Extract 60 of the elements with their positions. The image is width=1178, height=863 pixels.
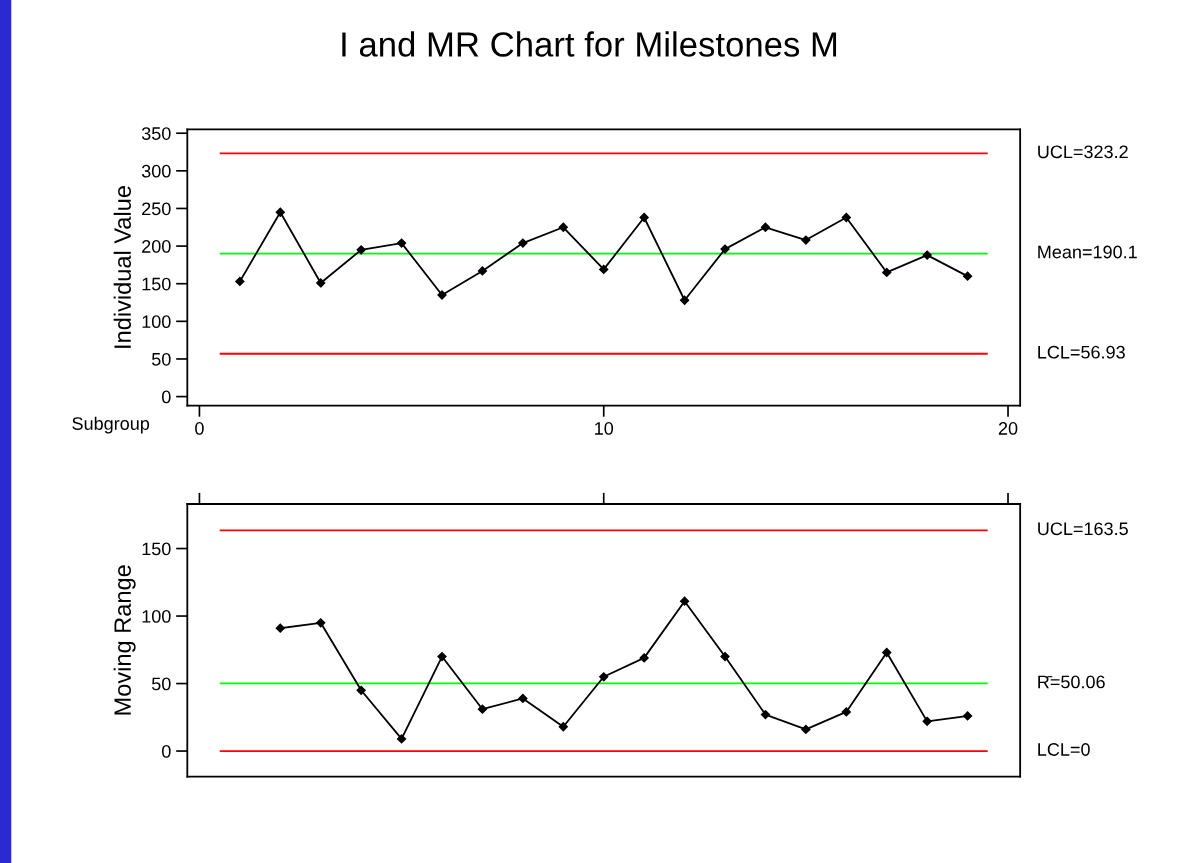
point [720, 651, 730, 662]
point [841, 212, 851, 223]
x-tick-label: 10 [595, 422, 614, 435]
point [882, 267, 892, 278]
y-tick-label: 0 [161, 744, 171, 758]
point [639, 212, 649, 223]
point [275, 623, 285, 633]
point [356, 245, 366, 255]
y-tick-label: 100 [142, 315, 171, 329]
y-tick-label: 350 [141, 127, 171, 140]
point [760, 709, 771, 720]
y-tick-label: 50 [151, 352, 171, 366]
ref-line-label: R̄=50.06 [1038, 675, 1105, 689]
point [841, 707, 851, 717]
point [962, 271, 973, 281]
y-tick-label: 150 [142, 277, 171, 291]
point [477, 266, 488, 276]
point [962, 711, 973, 721]
point [882, 647, 892, 658]
x-axis-title: Subgroup [72, 416, 150, 434]
y-tick-label: 300 [141, 164, 171, 178]
point [639, 653, 649, 663]
x-tick-label: 20 [998, 422, 1018, 435]
chart-title: I and MR Chart for Milestones M [342, 31, 837, 57]
ref-line-label: UCL=163.5 [1038, 522, 1128, 536]
point [477, 704, 488, 714]
point [316, 278, 326, 288]
ref-line-label: UCL=323.2 [1038, 145, 1128, 159]
point [679, 295, 690, 305]
y-tick-label: 100 [142, 609, 171, 623]
point [518, 238, 528, 248]
point [679, 596, 690, 606]
ref-line-label: LCL=56.93 [1038, 345, 1125, 359]
point [396, 734, 407, 744]
point [801, 724, 811, 735]
point [922, 716, 932, 726]
y-axis-title: Individual Value [113, 186, 131, 348]
x-tick-label: 0 [195, 422, 204, 435]
y-axis-title: Moving Range [113, 565, 136, 715]
ref-line-label: Mean=190.1 [1038, 245, 1137, 259]
point [235, 276, 245, 287]
point [356, 685, 366, 695]
y-tick-label: 250 [142, 202, 171, 216]
y-tick-label: 50 [151, 677, 171, 691]
y-tick-label: 0 [161, 390, 171, 404]
point [599, 672, 609, 682]
point [922, 250, 932, 260]
y-tick-label: 200 [142, 240, 171, 253]
point [760, 222, 771, 232]
point [801, 235, 811, 245]
y-tick-label: 150 [142, 542, 171, 556]
point [518, 693, 528, 704]
point [599, 264, 609, 275]
point [316, 618, 326, 628]
point [396, 238, 407, 248]
point [558, 222, 568, 232]
point [437, 651, 447, 662]
point [275, 207, 285, 217]
point [558, 722, 568, 732]
ref-line-label: LCL=0 [1038, 743, 1090, 756]
